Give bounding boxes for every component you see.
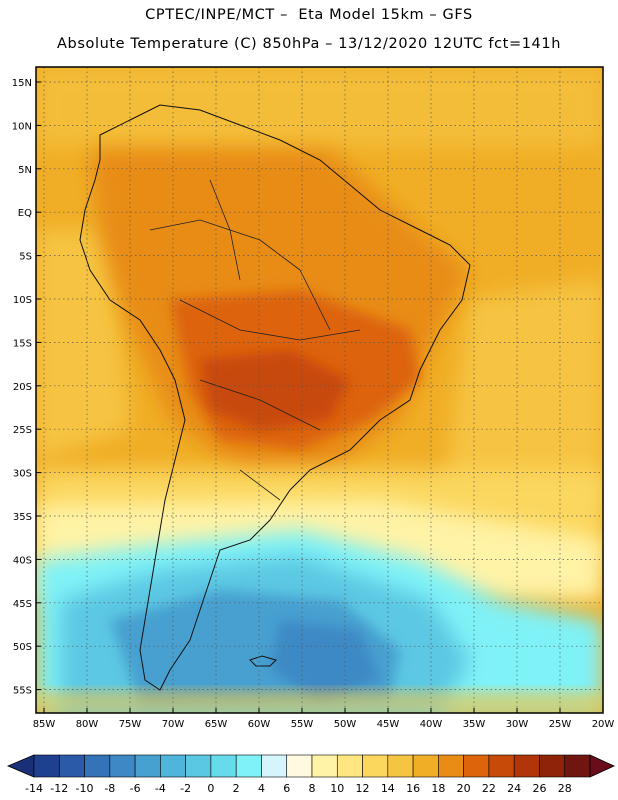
colorbar-swatch (463, 754, 490, 778)
lat-label: 25S (13, 425, 32, 436)
colorbar-label: -8 (104, 782, 115, 795)
colorbar-label: 20 (457, 782, 471, 795)
temperature-field (36, 67, 603, 713)
colorbar-label: 8 (309, 782, 316, 795)
country-borders (149, 179, 361, 501)
south-america-coastline (79, 104, 471, 691)
colorbar-swatch (311, 754, 338, 778)
colorbar-label: 18 (431, 782, 445, 795)
lon-label: 35W (463, 719, 486, 730)
lat-label: 10S (13, 295, 32, 306)
colorbar-swatch (134, 754, 161, 778)
colorbar-swatch (412, 754, 439, 778)
map-title-line-2: Absolute Temperature (C) 850hPa – 13/12/… (57, 36, 561, 52)
field-hot-peak (200, 350, 350, 430)
field-atlantic-warm (440, 280, 603, 520)
lon-label: 75W (119, 719, 142, 730)
colorbar-swatch (564, 754, 591, 778)
colorbar-low-arrow (6, 754, 35, 778)
map-frame (35, 66, 604, 714)
colorbar-label: -4 (155, 782, 166, 795)
colorbar-labels: -14 -12 -10 -8 -6 -4 -2 0 2 4 6 8 10 12 14 16 18 20 22 24 26… (25, 782, 572, 795)
lat-label: 10N (12, 121, 32, 132)
lat-label: 20S (13, 382, 32, 393)
colorbar-swatch (235, 754, 262, 778)
colorbar-swatch (84, 754, 111, 778)
lat-label: 45S (13, 599, 32, 610)
map-grid (36, 67, 604, 713)
lon-label: 25W (549, 719, 572, 730)
lon-label: 40W (420, 719, 443, 730)
lon-label: 60W (248, 719, 271, 730)
lon-label: 65W (205, 719, 228, 730)
falkland-islands (249, 655, 277, 667)
colorbar-swatch (33, 754, 60, 778)
colorbar-swatch (160, 754, 186, 778)
colorbar-label: 4 (258, 782, 265, 795)
colorbar-high-arrow (589, 754, 615, 778)
lat-label: 40S (13, 555, 32, 566)
field-pacific-warm (36, 230, 130, 460)
lon-label: 45W (377, 719, 400, 730)
lon-label: 50W (334, 719, 357, 730)
latitude-labels: 15N 10N 5N EQ 5S 10S 15S 20S 25S 30S 35S 40S 45S 50S 5… (12, 78, 32, 697)
colorbar-swatch (336, 754, 363, 778)
colorbar-label: -14 (25, 782, 43, 795)
colorbar-swatch (261, 754, 288, 778)
colorbar-label: 26 (532, 782, 546, 795)
colorbar-swatch (185, 754, 212, 778)
colorbar-swatch (286, 754, 313, 778)
colorbar-label: 10 (330, 782, 344, 795)
colorbar-label: 0 (207, 782, 214, 795)
colorbar-label: 16 (406, 782, 420, 795)
colorbar-label: -6 (130, 782, 141, 795)
colorbar-label: 2 (233, 782, 240, 795)
colorbar-label: 12 (356, 782, 370, 795)
colorbar-label: -2 (180, 782, 191, 795)
colorbar-label: 14 (381, 782, 395, 795)
lat-label: 15S (13, 338, 32, 349)
colorbar-swatch (513, 754, 540, 778)
field-cold-core (270, 620, 380, 700)
colorbar-swatch (387, 754, 414, 778)
lat-label: 15N (12, 78, 32, 89)
lon-label: 55W (291, 719, 314, 730)
lat-label: 5S (19, 252, 32, 263)
colorbar-swatch (539, 754, 566, 778)
colorbar-label: 6 (283, 782, 290, 795)
longitude-labels: 85W 80W 75W 70W 65W 60W 55W 50W 45W 40W 35W 30W 25W 2… (33, 719, 615, 730)
lat-label: 5N (18, 165, 32, 176)
lon-label: 20W (592, 719, 615, 730)
colorbar-swatch (438, 754, 464, 778)
lon-label: 70W (162, 719, 185, 730)
lon-label: 85W (33, 719, 56, 730)
map-title-line-1: CPTEC/INPE/MCT – Eta Model 15km – GFS (145, 7, 473, 23)
lat-label: 50S (13, 642, 32, 653)
colorbar (6, 754, 615, 778)
field-south-edge (36, 690, 603, 713)
lon-label: 30W (506, 719, 529, 730)
colorbar-swatch (58, 754, 85, 778)
colorbar-swatch (109, 754, 136, 778)
colorbar-label: -10 (76, 782, 94, 795)
lat-label: 55S (13, 686, 32, 697)
colorbar-label: 28 (558, 782, 572, 795)
colorbar-label: 24 (507, 782, 521, 795)
colorbar-label: 22 (482, 782, 496, 795)
colorbar-label: -12 (50, 782, 68, 795)
lon-label: 80W (76, 719, 99, 730)
lat-label: 35S (13, 512, 32, 523)
lat-label: EQ (18, 208, 32, 219)
field-north (36, 67, 603, 147)
colorbar-swatch (362, 754, 389, 778)
colorbar-swatch (210, 754, 237, 778)
colorbar-swatch (488, 754, 515, 778)
lat-label: 30S (13, 469, 32, 480)
